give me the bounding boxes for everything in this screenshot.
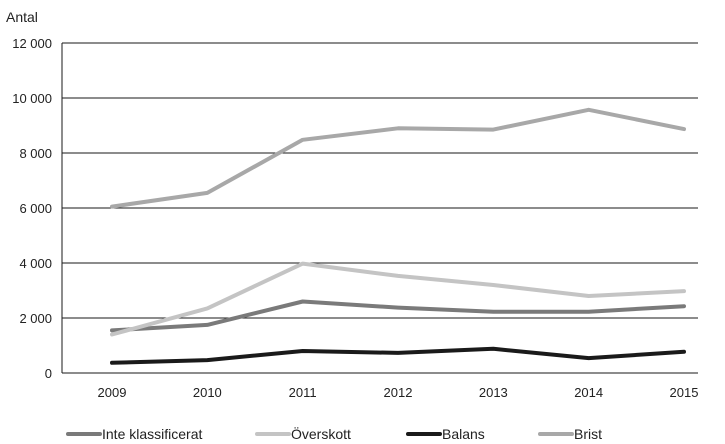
y-tick-label: 0	[45, 366, 52, 381]
x-tick-label: 2011	[289, 385, 317, 400]
series-line	[110, 107, 686, 209]
x-tick-label: 2015	[670, 385, 699, 400]
y-tick-label: 2 000	[19, 311, 52, 326]
y-tick-label: 10 000	[12, 91, 52, 106]
y-tick-label: 4 000	[19, 256, 52, 271]
series-line	[110, 261, 686, 337]
legend: Inte klassificerat Överskott Balans Brist	[66, 425, 602, 442]
gridlines	[62, 42, 698, 319]
series-line	[110, 299, 686, 333]
y-tick-label: 12 000	[12, 36, 52, 51]
legend-label: Överskott	[291, 425, 351, 442]
x-tick-label: 2014	[574, 385, 603, 400]
series-line	[110, 346, 686, 365]
x-tick-label: 2012	[384, 385, 413, 400]
legend-label: Brist	[574, 426, 602, 442]
x-tick-label: 2010	[193, 385, 222, 400]
axes: 0 2 000 4 000 6 000 8 000 10 000 12 000 Antal 20…	[6, 9, 698, 400]
legend-label: Balans	[442, 426, 485, 442]
y-tick-label: 8 000	[19, 146, 52, 161]
legend-label: Inte klassificerat	[102, 426, 202, 442]
y-tick-label: 6 000	[19, 201, 52, 216]
x-tick-label: 2013	[479, 385, 508, 400]
y-axis-title: Antal	[6, 9, 38, 25]
series-lines	[110, 107, 686, 365]
x-tick-label: 2009	[98, 385, 127, 400]
